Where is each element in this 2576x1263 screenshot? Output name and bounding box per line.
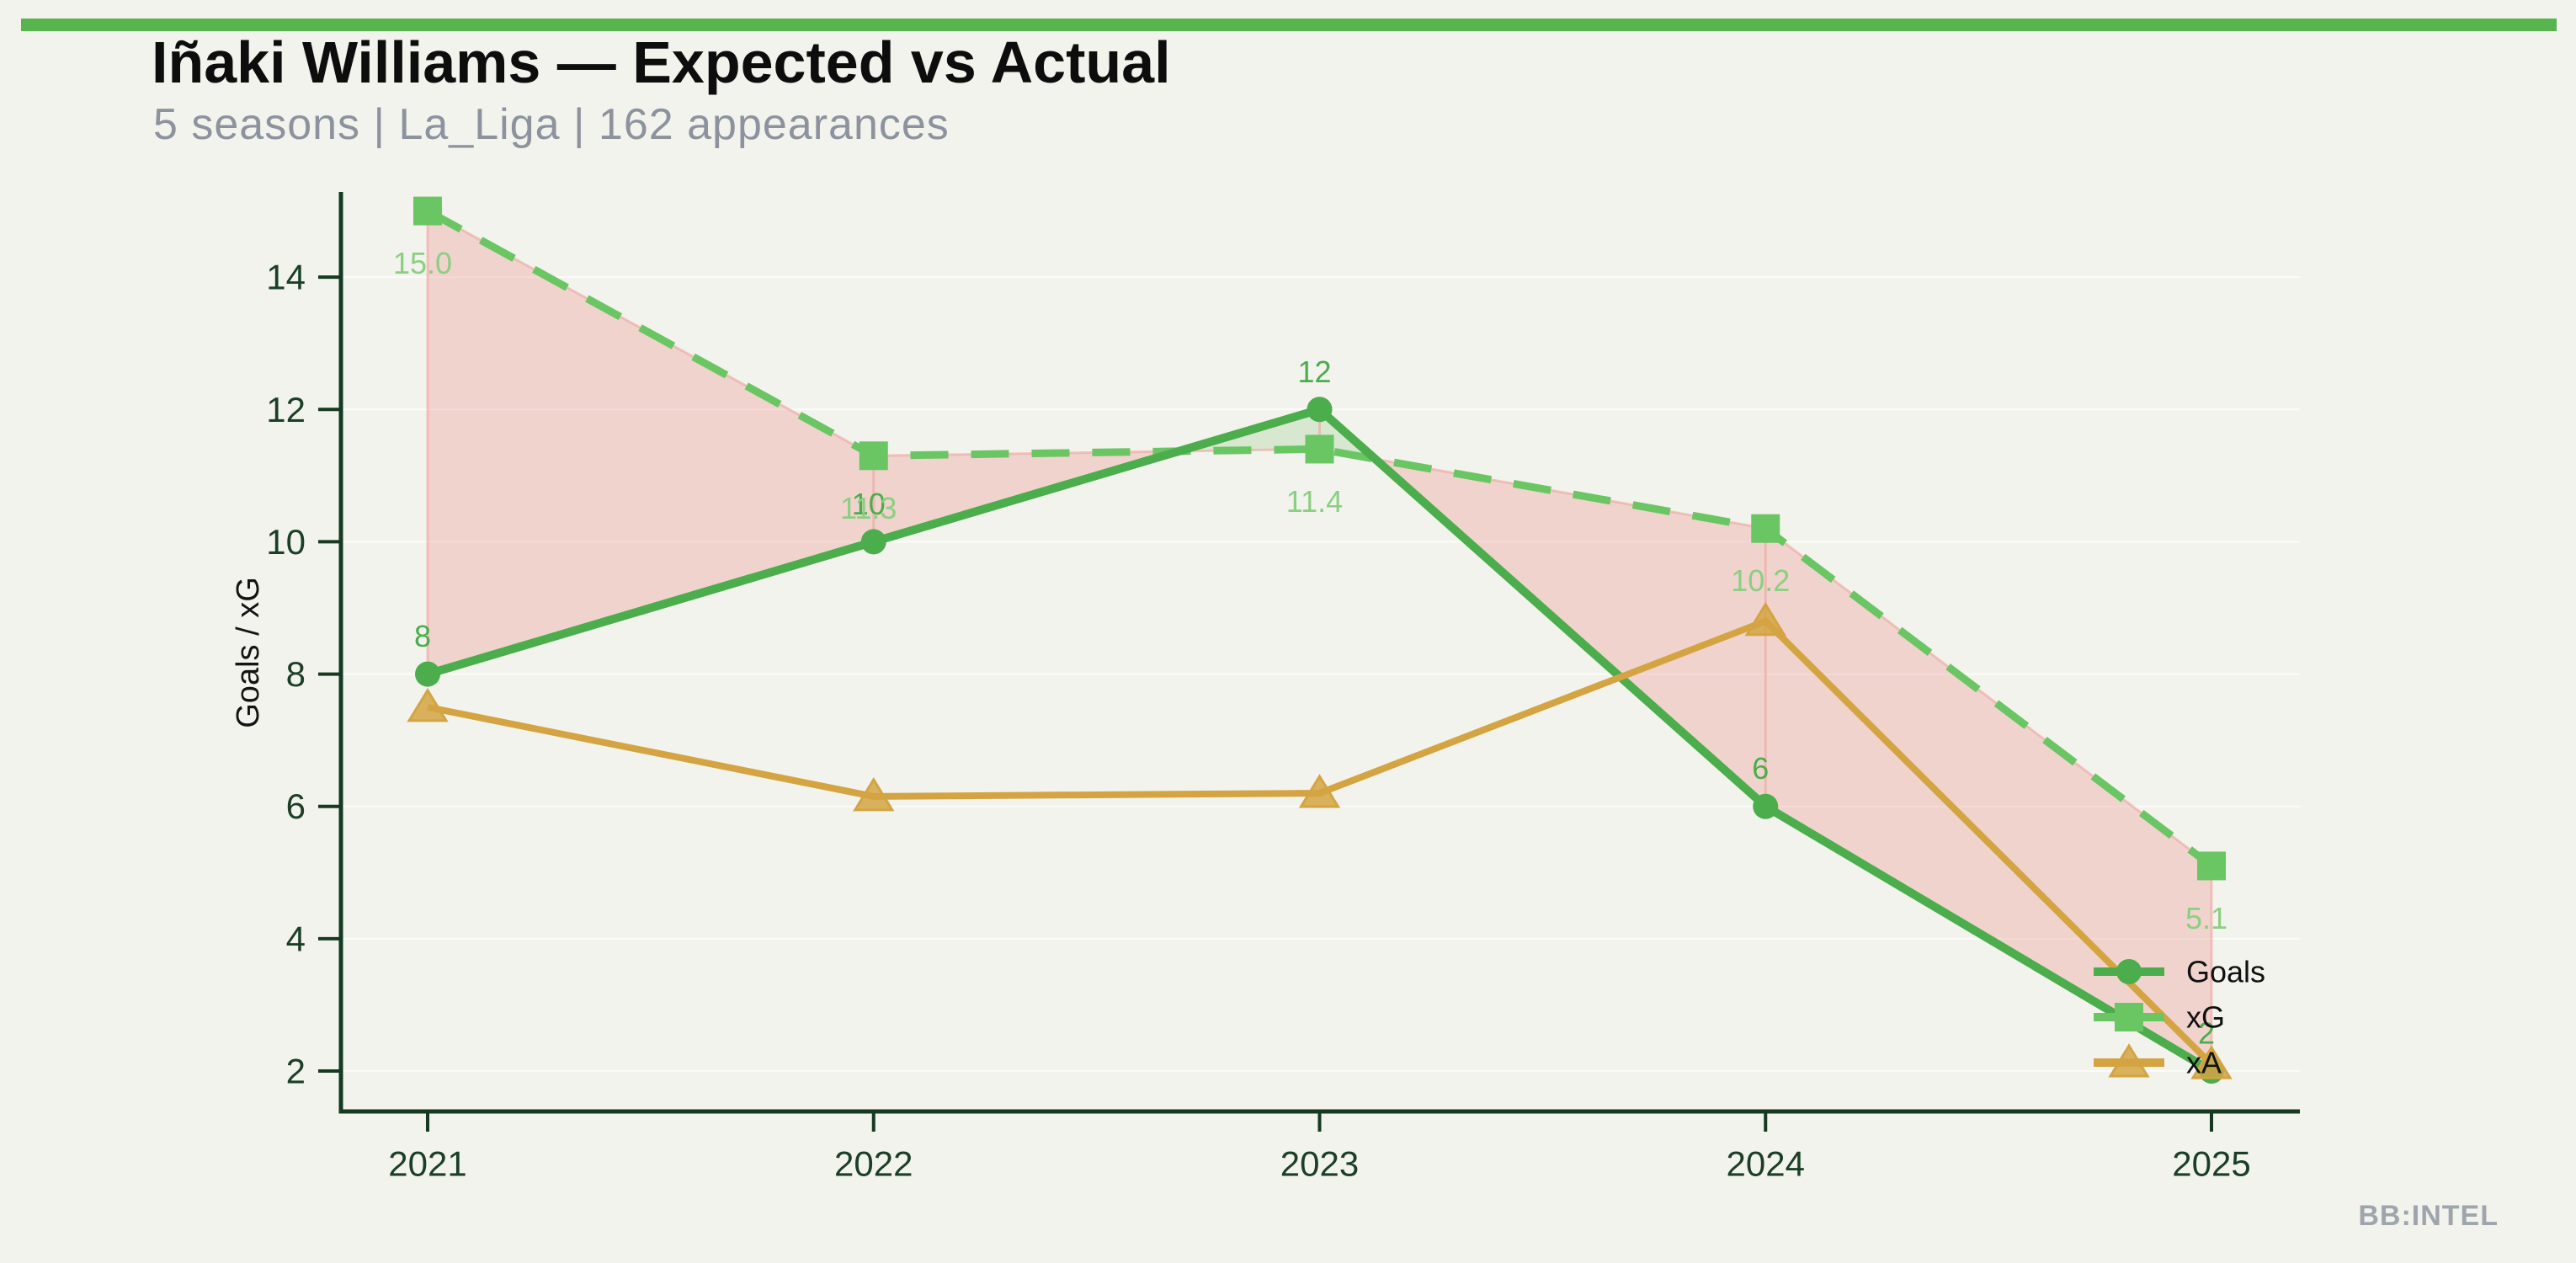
svg-text:xG: xG (2186, 1000, 2225, 1035)
svg-text:6: 6 (286, 786, 306, 826)
page-subtitle: 5 seasons | La_Liga | 162 appearances (153, 100, 950, 149)
svg-text:2025: 2025 (2172, 1144, 2250, 1184)
svg-text:12: 12 (1297, 354, 1331, 389)
svg-text:4: 4 (286, 919, 306, 958)
svg-text:6: 6 (1752, 751, 1769, 786)
svg-text:10: 10 (852, 487, 886, 521)
data-labels: 8 10 12 6 2 15.0 11.3 11.4 10.2 5.1 (393, 246, 2227, 1050)
diff-fill-regions (428, 210, 2211, 1071)
svg-text:8: 8 (286, 654, 306, 694)
svg-text:xA: xA (2186, 1046, 2222, 1080)
svg-text:12: 12 (266, 390, 306, 429)
svg-text:2024: 2024 (1727, 1144, 1805, 1184)
watermark: BB:INTEL (2358, 1200, 2499, 1232)
svg-text:2: 2 (286, 1052, 306, 1091)
axes: 2 4 6 8 10 12 14 2021 2022 2023 2024 2025 (266, 192, 2300, 1184)
svg-text:10: 10 (266, 522, 306, 562)
svg-text:2: 2 (2198, 1016, 2215, 1051)
legend-item-xg: xG (2094, 1000, 2225, 1035)
svg-text:8: 8 (414, 619, 431, 653)
svg-text:5.1: 5.1 (2185, 901, 2227, 935)
xg-markers (413, 196, 2226, 881)
page-title: Iñaki Williams — Expected vs Actual (152, 29, 1171, 95)
svg-text:11.3: 11.3 (840, 491, 897, 525)
svg-text:2023: 2023 (1280, 1144, 1359, 1184)
svg-text:Goals: Goals (2186, 955, 2265, 989)
svg-text:Goals / xG: Goals / xG (231, 577, 266, 728)
svg-text:2021: 2021 (388, 1144, 466, 1184)
top-accent-bar (21, 19, 2557, 31)
svg-text:2022: 2022 (834, 1144, 913, 1184)
svg-text:14: 14 (266, 258, 306, 297)
legend: Goals xG xA (2094, 955, 2265, 1080)
svg-text:11.4: 11.4 (1286, 484, 1343, 519)
legend-item-xa: xA (2094, 1043, 2222, 1080)
y-axis-label: Goals / xG (231, 577, 266, 728)
xa-markers (407, 601, 2233, 1079)
svg-text:15.0: 15.0 (393, 246, 452, 280)
diff-vertical-lines (426, 210, 2213, 1071)
svg-text:10.2: 10.2 (1731, 563, 1790, 598)
legend-item-goals: Goals (2094, 955, 2265, 989)
